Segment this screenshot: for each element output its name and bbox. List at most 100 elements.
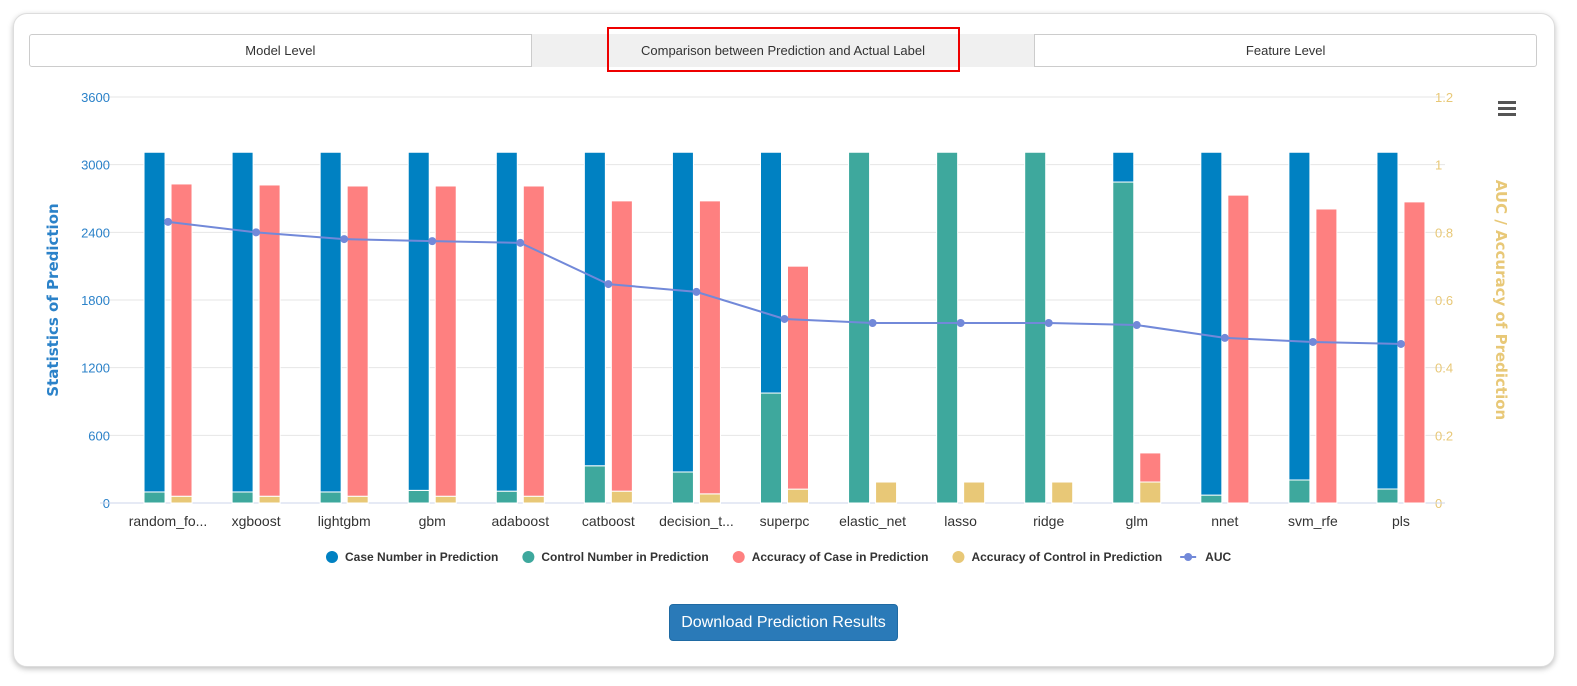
auc-point (428, 237, 437, 246)
legend-item[interactable]: Case Number in Prediction (345, 550, 498, 564)
x-tick-label: glm (1125, 513, 1148, 529)
bar-accuracy-of-case-in-prediction (1403, 201, 1426, 504)
x-tick-label: svm_rfe (1288, 513, 1338, 529)
x-tick-label: nnet (1211, 513, 1238, 529)
auc-point (1308, 337, 1317, 346)
bar-accuracy-of-control-in-prediction (258, 495, 281, 504)
bar-control-number-in-prediction (1112, 181, 1135, 504)
download-prediction-results-button[interactable]: Download Prediction Results (669, 604, 898, 641)
auc-point (164, 217, 173, 226)
bar-accuracy-of-case-in-prediction (434, 185, 457, 497)
auc-point (604, 280, 613, 289)
bar-case-number-in-prediction (583, 151, 606, 467)
bar-accuracy-of-case-in-prediction (170, 183, 193, 497)
auc-point (252, 228, 261, 237)
bar-accuracy-of-case-in-prediction (1315, 208, 1338, 504)
bar-control-number-in-prediction (407, 489, 430, 504)
x-tick-label: xgboost (232, 513, 281, 529)
bar-accuracy-of-control-in-prediction (698, 493, 721, 504)
x-tick-label: decision_t... (659, 513, 734, 529)
x-tick-label: adaboost (491, 513, 549, 529)
bar-accuracy-of-case-in-prediction (1227, 194, 1250, 504)
bar-accuracy-of-case-in-prediction (787, 265, 809, 490)
x-tick-label: lasso (944, 513, 977, 529)
y-tick-label: 1800 (81, 293, 110, 308)
bar-control-number-in-prediction (231, 491, 254, 504)
y-right-tick-label: 1.2 (1435, 90, 1453, 105)
x-tick-label: pls (1392, 513, 1410, 529)
bar-accuracy-of-control-in-prediction (1051, 481, 1074, 504)
auc-point (956, 319, 965, 328)
auc-point (1220, 333, 1229, 342)
legend-symbol (952, 551, 965, 563)
bar-case-number-in-prediction (1376, 151, 1399, 490)
bar-accuracy-of-control-in-prediction (522, 495, 545, 504)
legend-item[interactable]: Accuracy of Control in Prediction (971, 550, 1162, 564)
y-right-axis-title: AUC / Accuracy of Prediction (1492, 180, 1510, 420)
auc-point (1044, 319, 1053, 328)
bar-control-number-in-prediction (1024, 151, 1047, 504)
legend-item[interactable]: Accuracy of Case in Prediction (752, 550, 929, 564)
bar-case-number-in-prediction (1112, 151, 1135, 183)
y-right-tick-label: 0.4 (1435, 361, 1453, 376)
auc-point (780, 314, 789, 323)
bar-accuracy-of-control-in-prediction (346, 495, 369, 504)
tab-comparison[interactable]: Comparison between Prediction and Actual… (531, 34, 1035, 67)
y-right-tick-label: 0.8 (1435, 225, 1453, 240)
x-tick-label: random_fo... (129, 513, 208, 529)
y-tick-label: 600 (88, 428, 110, 443)
legend-symbol-auc-dot (1184, 553, 1193, 561)
auc-point (1132, 321, 1141, 330)
bar-control-number-in-prediction (583, 465, 606, 504)
bar-control-number-in-prediction (495, 490, 518, 504)
x-tick-label: gbm (419, 513, 446, 529)
y-axis-title: Statistics of Prediction (44, 203, 62, 396)
bar-accuracy-of-control-in-prediction (963, 481, 986, 504)
bar-case-number-in-prediction (495, 151, 518, 492)
legend-item[interactable]: AUC (1205, 550, 1231, 564)
hamburger-menu-icon[interactable] (1498, 101, 1516, 117)
x-tick-label: catboost (582, 513, 635, 529)
tab-feature-level[interactable]: Feature Level (1034, 34, 1538, 67)
y-tick-label: 2400 (81, 225, 110, 240)
x-tick-label: superpc (760, 513, 810, 529)
bar-accuracy-of-case-in-prediction (522, 185, 545, 497)
bar-accuracy-of-case-in-prediction (610, 200, 633, 492)
bar-case-number-in-prediction (760, 151, 782, 394)
bar-control-number-in-prediction (1200, 494, 1223, 504)
bar-case-number-in-prediction (1200, 151, 1223, 496)
y-tick-label: 3000 (81, 158, 110, 173)
bar-accuracy-of-control-in-prediction (787, 488, 809, 504)
bar-case-number-in-prediction (671, 151, 694, 473)
bar-control-number-in-prediction (1376, 488, 1399, 504)
auc-point (692, 287, 701, 296)
tab-bar: Model Level Comparison between Predictio… (29, 34, 1538, 67)
bar-control-number-in-prediction (671, 471, 694, 504)
bar-control-number-in-prediction (319, 491, 342, 504)
x-tick-label: elastic_net (839, 513, 906, 529)
x-tick-label: ridge (1033, 513, 1064, 529)
bar-accuracy-of-case-in-prediction (258, 184, 281, 497)
bar-control-number-in-prediction (936, 151, 959, 504)
bar-case-number-in-prediction (231, 151, 254, 493)
bar-accuracy-of-case-in-prediction (346, 185, 369, 497)
bar-accuracy-of-control-in-prediction (875, 481, 898, 504)
bar-case-number-in-prediction (407, 151, 430, 491)
legend-symbol (326, 551, 338, 563)
bar-case-number-in-prediction (143, 151, 166, 493)
auc-point (340, 235, 349, 244)
legend-symbol (522, 551, 535, 563)
bar-case-number-in-prediction (1288, 151, 1311, 481)
bar-control-number-in-prediction (848, 151, 871, 504)
bar-case-number-in-prediction (319, 151, 342, 493)
auc-point (1396, 339, 1405, 348)
bar-accuracy-of-control-in-prediction (610, 490, 633, 504)
y-right-tick-label: 1 (1435, 158, 1442, 173)
bar-accuracy-of-control-in-prediction (170, 495, 193, 504)
bar-control-number-in-prediction (1288, 479, 1311, 504)
tab-model-level[interactable]: Model Level (29, 34, 532, 67)
auc-point (868, 319, 877, 328)
bar-accuracy-of-case-in-prediction (698, 200, 721, 495)
legend-item[interactable]: Control Number in Prediction (541, 550, 708, 564)
